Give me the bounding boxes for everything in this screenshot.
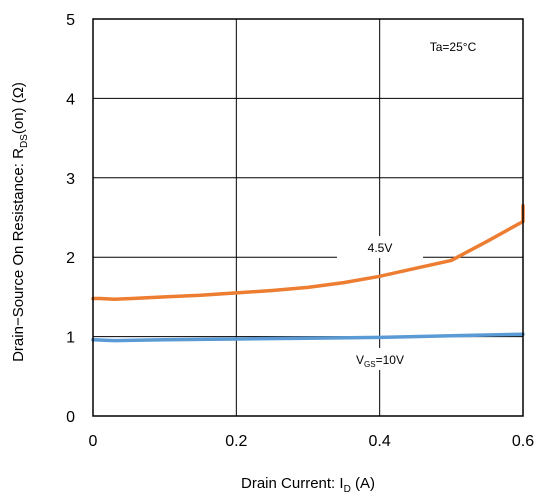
label-4.5v-background — [337, 236, 423, 258]
x-axis-title-main: Drain Current: I — [241, 475, 344, 492]
vgs-value: =10V — [376, 353, 404, 367]
x-axis-title-unit: (A) — [351, 475, 375, 492]
y-tick-label: 1 — [66, 330, 75, 347]
vgs-subscript: GS — [364, 360, 376, 369]
series-line-4.5v — [91, 203, 525, 302]
plot-frame — [92, 18, 524, 417]
x-axis-title: Drain Current: ID (A) — [241, 475, 375, 495]
y-axis-title-main: Drain−Source On Resistance: R — [10, 148, 27, 362]
temperature-label: Ta=25°C — [430, 40, 477, 54]
series-label-vgs-10v: VGS=10V — [356, 353, 404, 369]
x-tick-label: 0.6 — [512, 433, 534, 450]
y-tick-label: 0 — [66, 409, 75, 426]
vgs-symbol: V — [356, 353, 364, 367]
y-tick-label: 5 — [66, 12, 75, 29]
y-axis-title: Drain−Source On Resistance: RDS(on) (Ω) — [10, 82, 30, 362]
y-tick-labels: 0 1 2 3 4 5 — [66, 12, 75, 426]
y-tick-label: 2 — [66, 250, 75, 267]
y-axis-title-subscript: DS — [19, 134, 30, 148]
x-tick-label: 0.4 — [369, 433, 391, 450]
series-layer — [91, 203, 525, 343]
label-10v-background — [337, 348, 423, 370]
x-tick-label: 0 — [89, 433, 98, 450]
x-tick-label: 0.2 — [225, 433, 247, 450]
y-tick-label: 4 — [66, 91, 75, 108]
x-axis-title-subscript: D — [344, 484, 351, 495]
series-label-4.5v: 4.5V — [368, 241, 393, 255]
x-tick-labels: 0 0.2 0.4 0.6 — [89, 433, 535, 450]
y-axis-title-unit: (on) (Ω) — [10, 82, 27, 134]
series-line-vgs-10v — [91, 332, 525, 343]
y-tick-label: 3 — [66, 171, 75, 188]
temperature-label-background — [406, 36, 500, 56]
